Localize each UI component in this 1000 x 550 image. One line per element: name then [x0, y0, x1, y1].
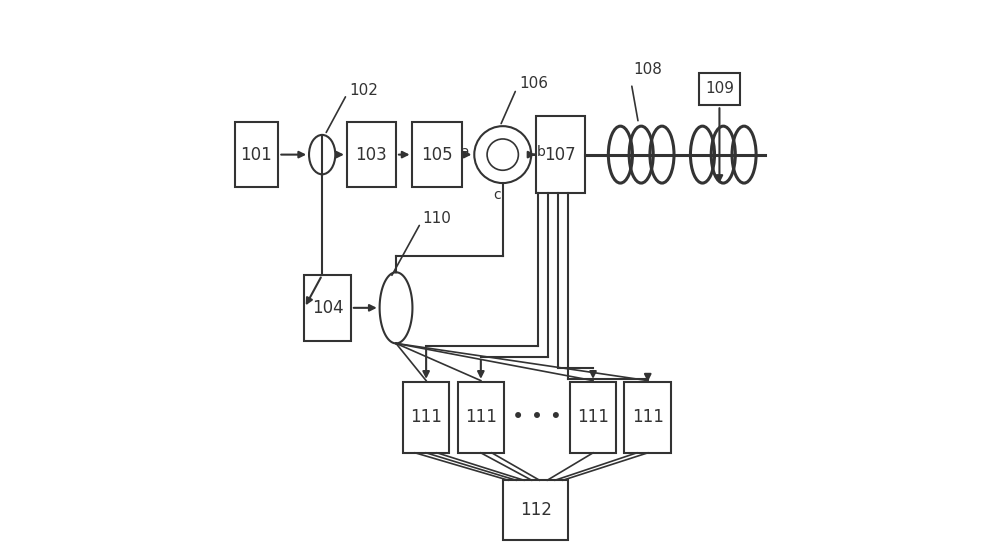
Text: 102: 102 [350, 82, 378, 97]
Text: b: b [537, 145, 545, 159]
Bar [412, 122, 462, 188]
Bar [503, 480, 568, 541]
Text: 111: 111 [632, 408, 664, 426]
Bar [624, 382, 671, 453]
Bar [304, 275, 351, 340]
Text: 104: 104 [312, 299, 343, 317]
Text: 108: 108 [633, 62, 662, 77]
Text: a: a [460, 145, 469, 159]
Text: 105: 105 [421, 146, 453, 163]
Text: 107: 107 [544, 146, 576, 163]
Bar [403, 382, 449, 453]
Text: • • •: • • • [512, 408, 562, 427]
Text: 110: 110 [422, 211, 451, 226]
Bar [458, 382, 504, 453]
Bar [699, 73, 740, 106]
Text: 112: 112 [520, 501, 552, 519]
Bar [570, 382, 616, 453]
Bar [235, 122, 278, 188]
Bar [536, 116, 585, 193]
Text: 109: 109 [705, 81, 734, 96]
Text: 111: 111 [465, 408, 497, 426]
Text: 111: 111 [577, 408, 609, 426]
Text: c: c [493, 188, 501, 202]
Bar [347, 122, 396, 188]
Text: 101: 101 [241, 146, 272, 163]
Text: 111: 111 [410, 408, 442, 426]
Text: 106: 106 [519, 76, 548, 91]
Text: 103: 103 [356, 146, 387, 163]
